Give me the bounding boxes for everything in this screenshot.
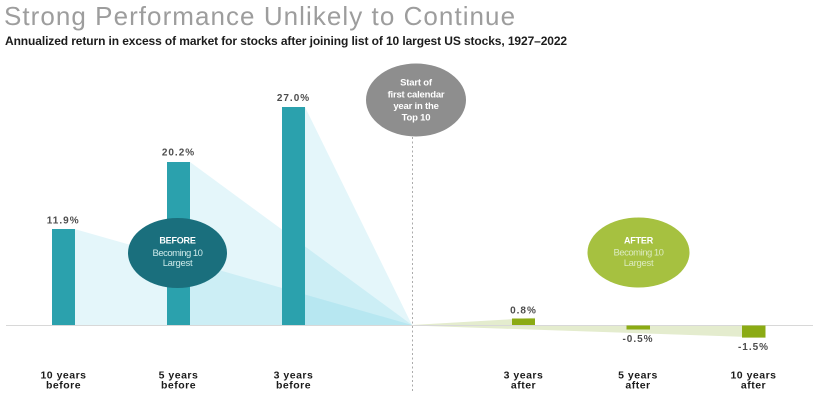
svg-text:0.8%: 0.8% bbox=[510, 306, 537, 317]
svg-text:Largest: Largest bbox=[163, 258, 193, 269]
svg-text:Becoming 10: Becoming 10 bbox=[614, 248, 664, 259]
svg-text:Annualized return in excess of: Annualized return in excess of market fo… bbox=[5, 34, 567, 48]
svg-text:11.9%: 11.9% bbox=[47, 216, 80, 227]
svg-text:after: after bbox=[741, 380, 766, 392]
svg-text:AFTER: AFTER bbox=[624, 235, 654, 245]
svg-text:5 years: 5 years bbox=[159, 370, 199, 382]
svg-text:before: before bbox=[161, 380, 196, 392]
svg-text:3 years: 3 years bbox=[504, 370, 544, 382]
svg-text:before: before bbox=[276, 380, 311, 392]
svg-text:before: before bbox=[46, 380, 81, 392]
svg-text:after: after bbox=[511, 380, 536, 392]
svg-text:3 years: 3 years bbox=[274, 370, 314, 382]
svg-text:year in the: year in the bbox=[393, 101, 438, 112]
svg-text:-0.5%: -0.5% bbox=[622, 334, 653, 345]
svg-text:Strong Performance Unlikely to: Strong Performance Unlikely to Continue bbox=[4, 1, 516, 31]
svg-text:Largest: Largest bbox=[624, 258, 654, 269]
svg-text:-1.5%: -1.5% bbox=[738, 342, 769, 353]
svg-text:Start of: Start of bbox=[400, 78, 433, 89]
svg-text:Top 10: Top 10 bbox=[402, 113, 431, 124]
svg-text:27.0%: 27.0% bbox=[277, 93, 310, 104]
svg-text:after: after bbox=[625, 380, 650, 392]
svg-text:10 years: 10 years bbox=[40, 370, 86, 382]
svg-text:5 years: 5 years bbox=[618, 370, 658, 382]
svg-text:first calendar: first calendar bbox=[388, 90, 445, 101]
svg-text:Becoming 10: Becoming 10 bbox=[153, 248, 203, 259]
svg-text:20.2%: 20.2% bbox=[162, 148, 195, 159]
svg-text:10 years: 10 years bbox=[730, 370, 776, 382]
svg-text:BEFORE: BEFORE bbox=[159, 235, 196, 245]
